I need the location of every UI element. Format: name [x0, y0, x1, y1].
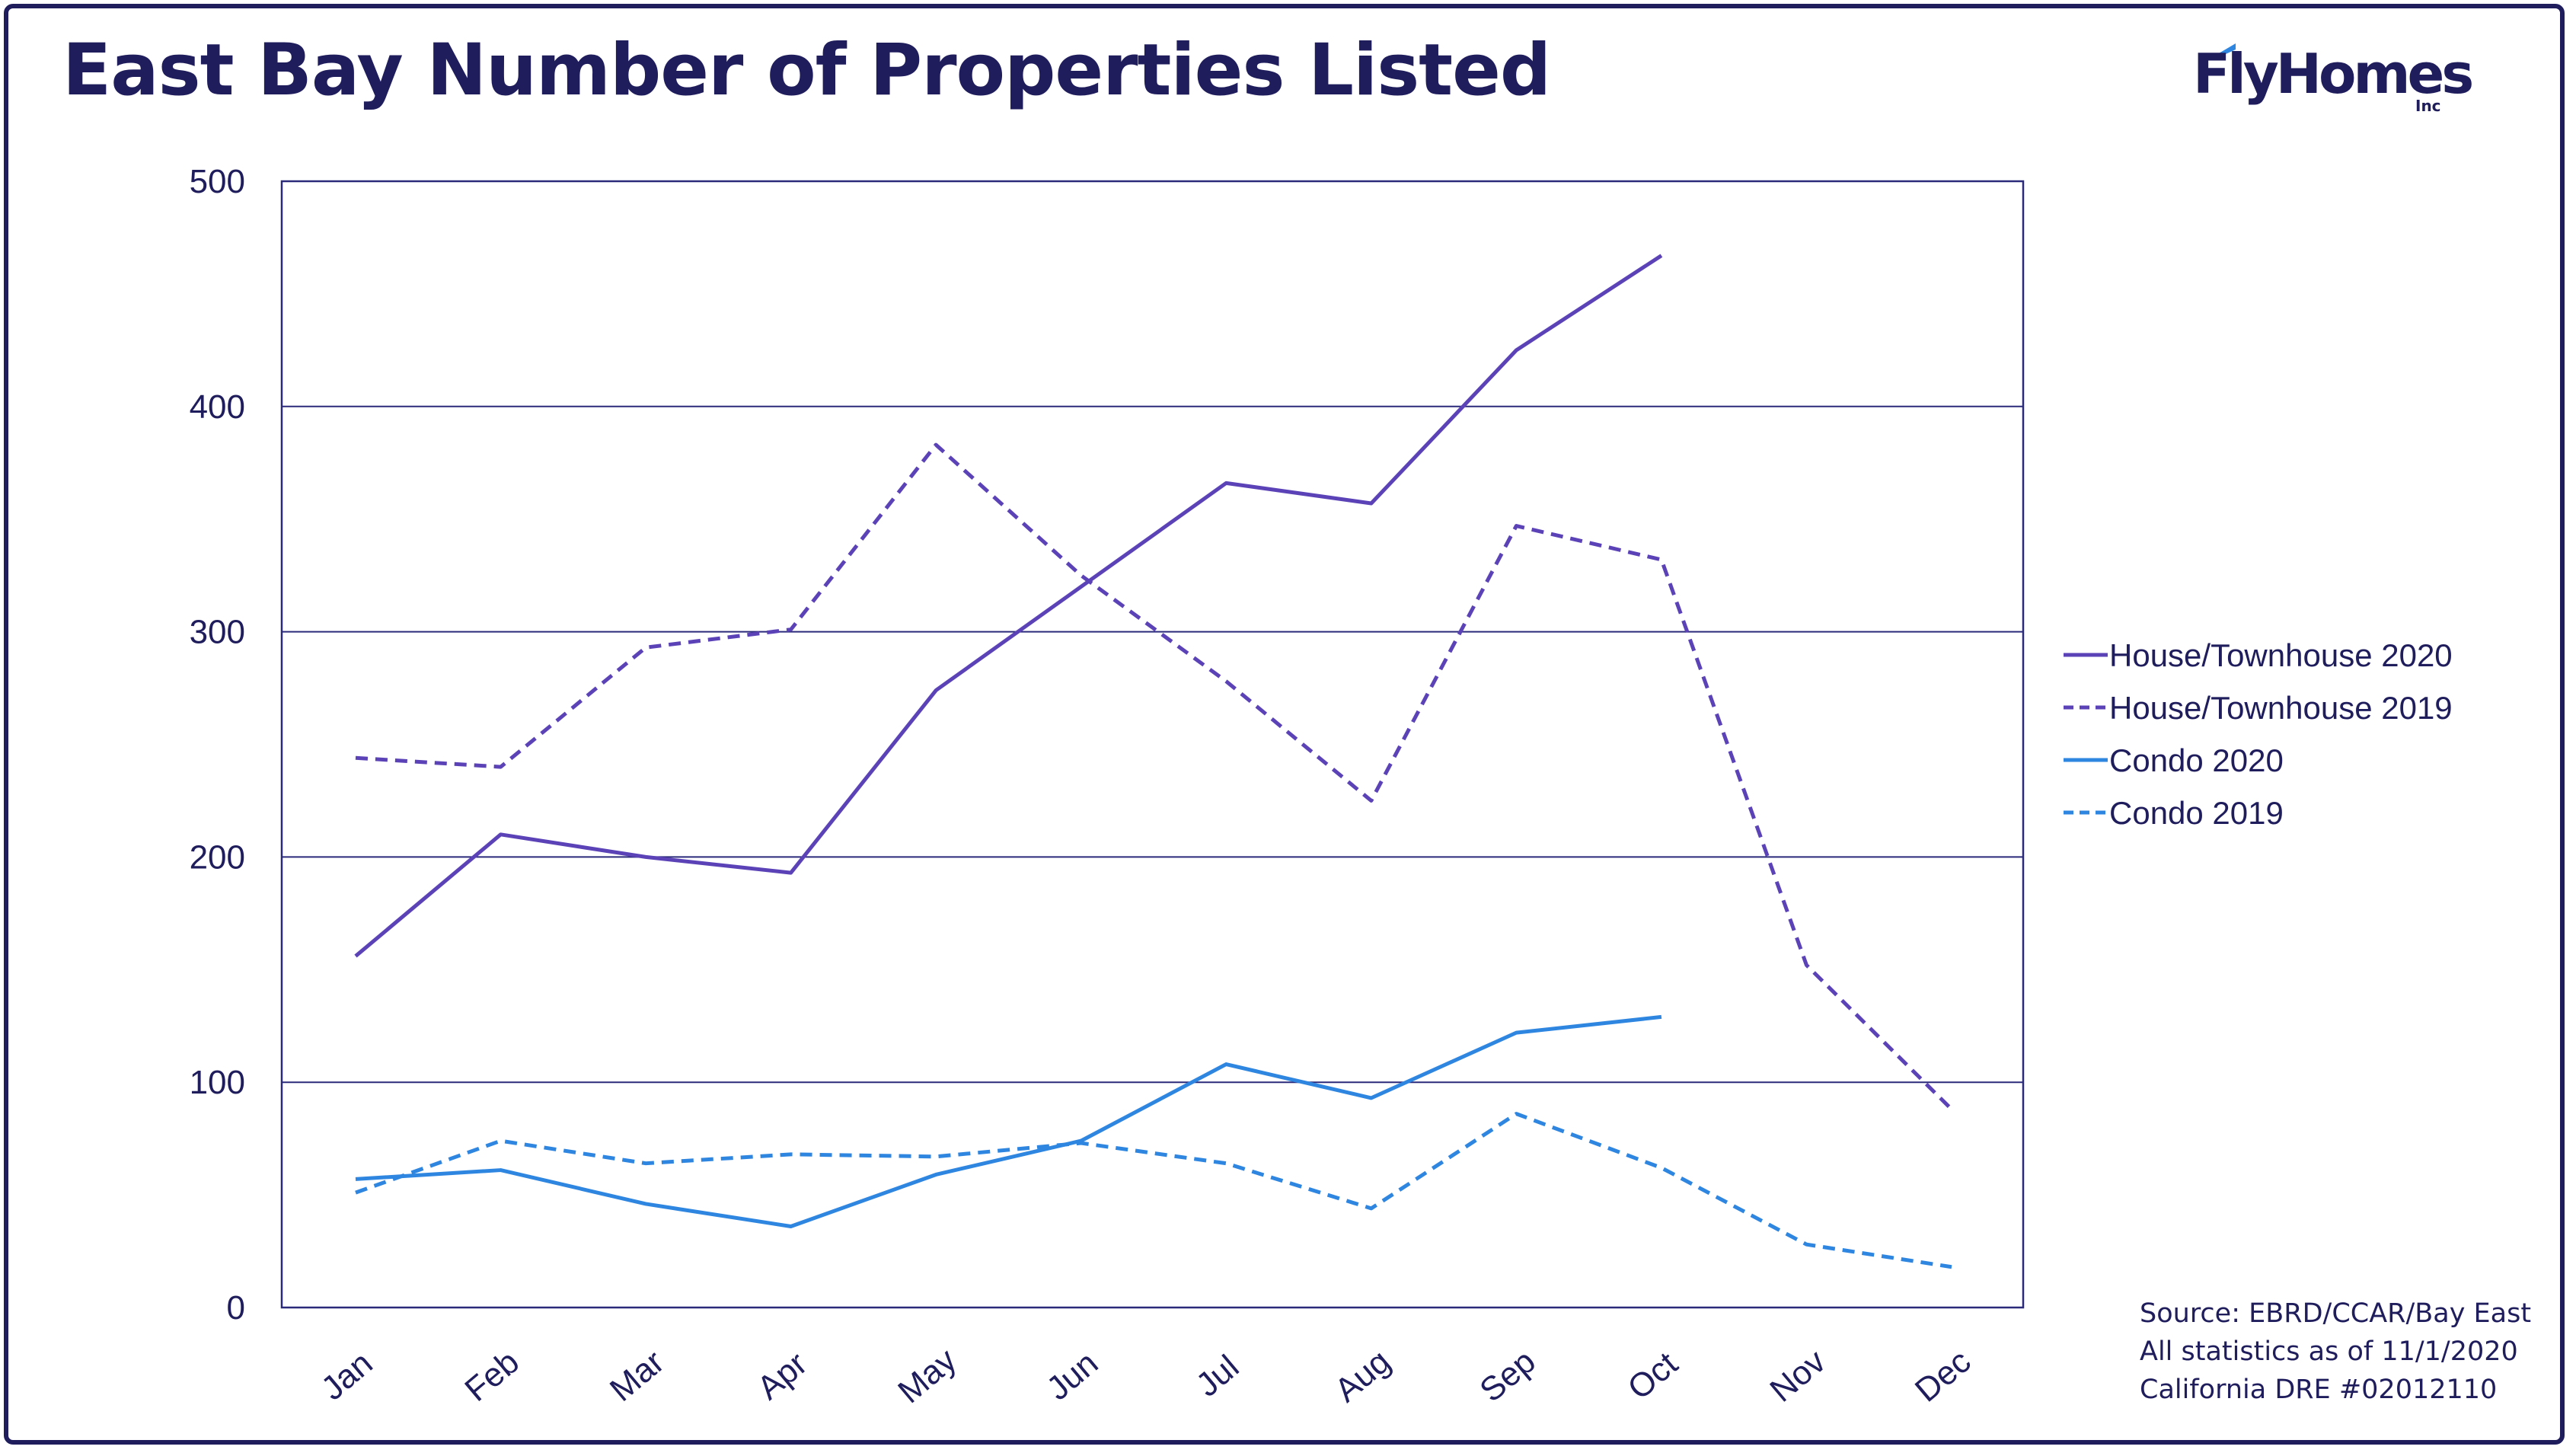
legend-label: House/Townhouse 2020 [2109, 637, 2453, 673]
y-tick-label: 300 [190, 614, 245, 651]
logo-text: FlyHomes [2193, 42, 2474, 106]
y-tick-label: 100 [190, 1064, 245, 1101]
x-tick-label: Feb [458, 1343, 526, 1409]
series-line-2 [355, 1014, 1662, 1229]
x-tick-label: Jul [1189, 1348, 1247, 1404]
series-line-1 [355, 442, 1953, 1111]
source-note: Source: EBRD/CCAR/Bay East All statistic… [2140, 1295, 2531, 1409]
x-tick-label: Nov [1763, 1343, 1832, 1410]
source-line-1: Source: EBRD/CCAR/Bay East [2140, 1298, 2532, 1329]
x-tick-label: Jun [1039, 1344, 1105, 1407]
source-line-2: All statistics as of 11/1/2020 [2140, 1336, 2518, 1367]
legend-label: Condo 2019 [2109, 795, 2284, 831]
plot-border [280, 180, 2025, 1309]
y-tick-label: 0 [227, 1289, 245, 1327]
x-tick-label: Apr [750, 1345, 814, 1407]
y-tick-label: 400 [190, 388, 245, 426]
series-line-3 [355, 1112, 1952, 1269]
x-tick-label: Jan [314, 1344, 380, 1407]
source-line-3: California DRE #02012110 [2140, 1375, 2498, 1405]
x-tick-label: May [891, 1341, 963, 1410]
x-tick-label: Aug [1328, 1343, 1397, 1410]
chart-title: East Bay Number of Properties Listed [62, 29, 1551, 112]
x-tick-label: Dec [1908, 1343, 1977, 1410]
logo-subtext: Inc [2415, 97, 2441, 115]
y-tick-label: 200 [190, 838, 245, 876]
grid-layer [282, 405, 2023, 1084]
x-tick-label: Oct [1621, 1345, 1685, 1407]
legend-label: House/Townhouse 2019 [2109, 690, 2453, 726]
series-layer [354, 254, 1953, 1269]
x-tick-label: Mar [603, 1343, 672, 1409]
legend-label: Condo 2020 [2109, 742, 2284, 778]
x-tick-label: Sep [1473, 1343, 1542, 1410]
logo-flag-icon [2210, 43, 2236, 59]
legend: House/Townhouse 2020 House/Townhouse 2019… [2064, 637, 2453, 831]
axis-layer: 0 100 200 300 400 500 Jan Feb Mar Apr May Jun Jul Aug… [190, 163, 2025, 1410]
flyhomes-logo: FlyHomes Inc [2193, 42, 2474, 126]
chart-frame [4, 4, 2565, 1445]
y-tick-label: 500 [190, 163, 245, 200]
series-line-0 [354, 254, 1663, 958]
